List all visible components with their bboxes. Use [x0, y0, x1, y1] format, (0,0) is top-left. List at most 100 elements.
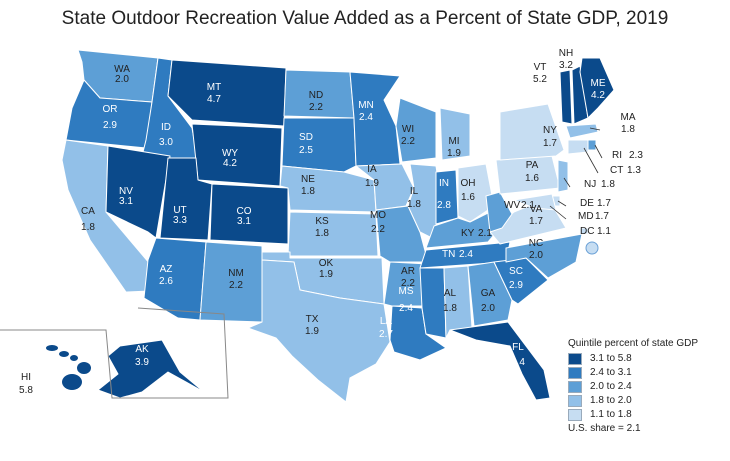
- state-me: [579, 57, 615, 119]
- state-label-az: AZ: [160, 264, 173, 275]
- map-title: State Outdoor Recreation Value Added as …: [61, 8, 669, 29]
- state-label-mo: MO: [370, 210, 386, 221]
- state-label-id: ID: [161, 122, 171, 133]
- state-wi: [395, 97, 437, 163]
- state-label-ms: MS: [399, 286, 414, 297]
- state-ma: [565, 123, 599, 139]
- legend-swatch: [568, 394, 582, 407]
- state-co: [209, 183, 289, 245]
- us-share: U.S. share = 2.1: [568, 423, 641, 434]
- state-nv: [105, 145, 171, 239]
- state-value-ny: 1.7: [543, 138, 557, 149]
- state-label-ut: UT: [173, 205, 186, 216]
- state-value-me: 4.2: [591, 90, 605, 101]
- state-label-tx: TX: [306, 314, 319, 325]
- state-hi-island: [70, 355, 78, 361]
- state-label-il: IL: [410, 186, 419, 197]
- state-label-pa: PA: [526, 160, 539, 171]
- state-value-la: 2.7: [379, 329, 393, 340]
- state-label-wy: WY: [222, 148, 238, 159]
- state-label-ks: KS: [315, 216, 329, 227]
- state-label-va: VA: [530, 204, 543, 215]
- state-vt: [559, 69, 573, 125]
- legend-item: 1.8 to 2.0: [568, 394, 698, 407]
- state-label-co: CO: [237, 206, 252, 217]
- state-label-ma: MA: [621, 112, 636, 123]
- state-label-nd: ND: [309, 90, 323, 101]
- state-value-nm: 2.2: [229, 280, 243, 291]
- state-ks: [287, 211, 379, 257]
- legend-label: 2.0 to 2.4: [590, 381, 632, 392]
- legend-item: 3.1 to 5.8: [568, 352, 698, 365]
- leader-line: [549, 205, 567, 220]
- state-label-in: IN: [439, 178, 449, 189]
- state-ga: [467, 261, 513, 327]
- state-value-pa: 1.6: [525, 173, 539, 184]
- state-label-al: AL: [444, 288, 457, 299]
- state-label-nm: NM: [228, 268, 244, 279]
- state-value-ma: 1.8: [621, 124, 635, 135]
- state-value-vt: 5.2: [533, 74, 547, 85]
- leader-line: [583, 147, 599, 174]
- legend-label: 3.1 to 5.8: [590, 353, 632, 364]
- state-value-ia: 1.9: [365, 178, 379, 189]
- legend-swatch: [568, 366, 582, 379]
- state-label-oh: OH: [461, 178, 476, 189]
- state-hi-island: [62, 374, 82, 390]
- state-value-ri: 2.3: [629, 150, 643, 161]
- state-value-mn: 2.4: [359, 112, 373, 123]
- state-value-tn: 2.4: [459, 249, 473, 260]
- state-ny: [499, 103, 565, 161]
- state-value-mi: 1.9: [447, 148, 461, 159]
- state-label-wa: WA: [114, 64, 130, 75]
- legend-item: 2.4 to 3.1: [568, 366, 698, 379]
- state-value-hi: 5.8: [19, 385, 33, 396]
- state-label-or: OR: [103, 104, 118, 115]
- state-value-nj: 1.8: [601, 179, 615, 190]
- state-wv: [485, 191, 513, 233]
- state-value-ca: 1.8: [81, 222, 95, 233]
- legend-swatch: [568, 352, 582, 365]
- state-value-nv: 3.1: [119, 196, 133, 207]
- state-value-wy: 4.2: [223, 158, 237, 169]
- state-label-vt: VT: [534, 62, 547, 73]
- state-label-ga: GA: [481, 288, 496, 299]
- inset-frame: [0, 307, 229, 399]
- state-sd: [281, 117, 357, 173]
- state-label-ct: CT: [610, 165, 623, 176]
- state-value-va: 1.7: [529, 216, 543, 227]
- state-label-nc: NC: [529, 238, 543, 249]
- legend-swatch: [568, 380, 582, 393]
- state-hi-island: [46, 345, 58, 351]
- state-label-ca: CA: [81, 206, 95, 217]
- state-ms: [419, 267, 447, 339]
- state-label-ne: NE: [301, 174, 315, 185]
- state-label-ar: AR: [401, 266, 415, 277]
- legend-label: 1.1 to 1.8: [590, 409, 632, 420]
- legend-item: 1.1 to 1.8: [568, 408, 698, 421]
- state-value-nh: 3.2: [559, 60, 573, 71]
- state-label-mt: MT: [207, 82, 221, 93]
- state-value-ut: 3.3: [173, 215, 187, 226]
- state-mi: [439, 107, 471, 161]
- state-az: [143, 237, 207, 321]
- state-label-wi: WI: [402, 124, 414, 135]
- legend: Quintile percent of state GDP 3.1 to 5.8…: [568, 338, 698, 434]
- state-label-nh: NH: [559, 48, 573, 59]
- state-ne: [279, 165, 377, 213]
- state-value-md: 1.7: [595, 211, 609, 222]
- state-ak: [97, 339, 205, 399]
- state-value-in: 2.8: [437, 200, 451, 211]
- state-value-co: 3.1: [237, 216, 251, 227]
- state-label-ri: RI: [612, 150, 622, 161]
- state-value-az: 2.6: [159, 276, 173, 287]
- state-ri: [587, 139, 597, 151]
- state-value-tx: 1.9: [305, 326, 319, 337]
- state-label-mn: MN: [358, 100, 374, 111]
- state-value-dc: 1.1: [597, 226, 611, 237]
- state-tx: [247, 259, 391, 403]
- state-label-dc: DC: [580, 226, 594, 237]
- state-dc: [579, 227, 589, 235]
- state-value-sc: 2.9: [509, 280, 523, 291]
